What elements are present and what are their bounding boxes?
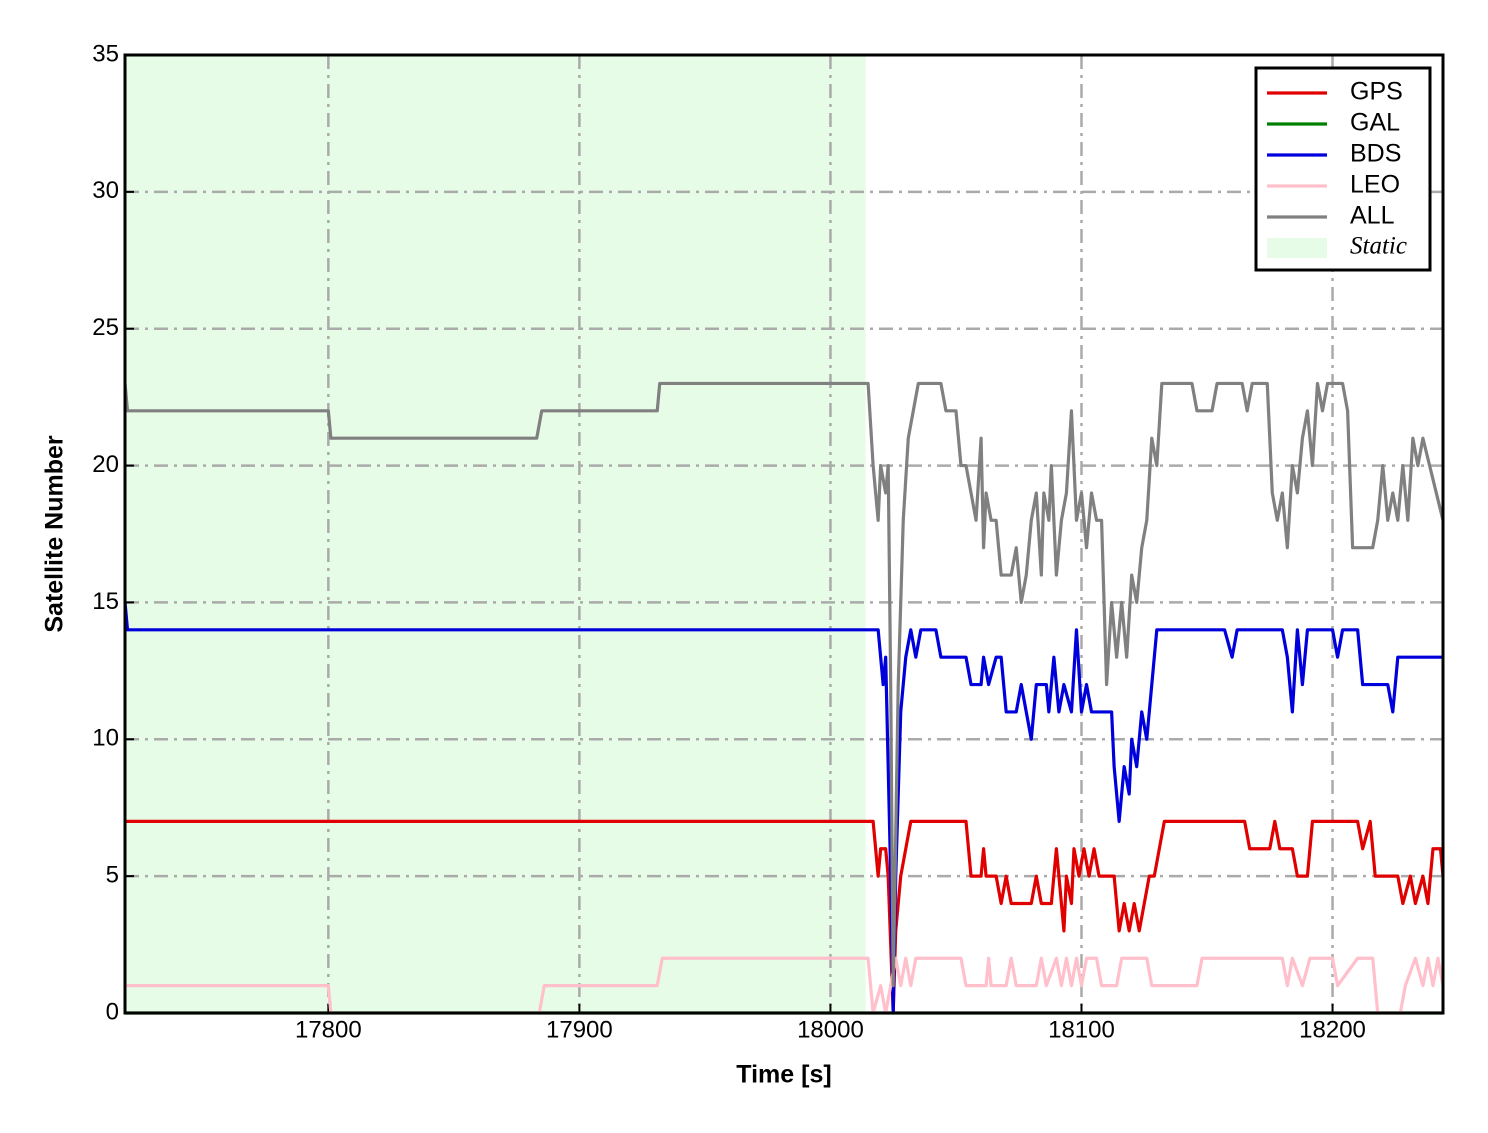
legend-label: GAL xyxy=(1350,109,1400,137)
y-tick-label: 0 xyxy=(106,998,119,1025)
plot-frame xyxy=(123,53,1445,1015)
legend-label: GPS xyxy=(1350,78,1403,106)
legend-label: LEO xyxy=(1350,171,1400,199)
legend-box xyxy=(1254,66,1432,272)
y-tick-label: 10 xyxy=(92,725,119,752)
y-tick-label: 25 xyxy=(92,314,119,341)
x-tick-label: 18200 xyxy=(1299,1016,1366,1043)
y-tick-label: 5 xyxy=(106,861,119,888)
legend-label: ALL xyxy=(1350,202,1395,230)
x-tick-label: 18000 xyxy=(797,1016,864,1043)
series-line xyxy=(123,602,1443,1015)
series-line xyxy=(123,381,1445,988)
x-tick-label: 17900 xyxy=(546,1016,613,1043)
x-tick-label: 18100 xyxy=(1048,1016,1115,1043)
legend-swatch xyxy=(1267,238,1327,258)
y-tick-label: 15 xyxy=(92,588,119,615)
x-tick-label: 17800 xyxy=(295,1016,362,1043)
static-region xyxy=(125,55,866,1013)
series-line xyxy=(125,819,1445,1015)
legend-label: BDS xyxy=(1350,140,1401,168)
y-axis-title: Satellite Number xyxy=(41,435,69,633)
y-tick-label: 20 xyxy=(92,451,119,478)
legend-label: Static xyxy=(1350,233,1407,260)
x-axis-title: Time [s] xyxy=(736,1061,831,1089)
y-tick-label: 30 xyxy=(92,177,119,204)
y-tick-label: 35 xyxy=(92,40,119,67)
